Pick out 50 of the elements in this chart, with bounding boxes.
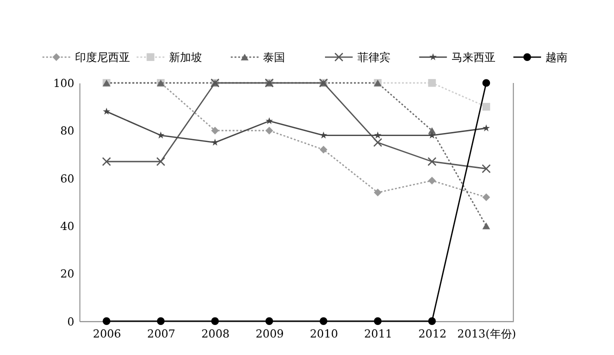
point	[374, 317, 382, 326]
y-tick-label: 100	[53, 77, 74, 90]
point	[482, 79, 490, 87]
y-tick-label: 40	[60, 220, 74, 234]
point	[374, 131, 382, 138]
point	[157, 131, 164, 138]
point	[265, 317, 274, 326]
point	[482, 164, 491, 174]
point	[156, 157, 166, 166]
y-tick-label: 80	[60, 124, 74, 138]
point	[102, 157, 111, 166]
point	[482, 124, 490, 132]
point	[320, 317, 328, 326]
y-tick-label: 0	[67, 315, 74, 328]
point	[211, 138, 219, 146]
x-tick-label: 2009	[256, 327, 284, 340]
point	[428, 157, 436, 166]
point	[428, 176, 436, 184]
point	[428, 79, 436, 87]
point	[482, 102, 490, 111]
point	[211, 126, 219, 134]
point	[102, 108, 110, 115]
legend-label: 马来西亚	[452, 50, 496, 64]
point	[211, 317, 219, 326]
point	[265, 126, 274, 134]
point	[482, 222, 490, 230]
point	[102, 317, 110, 326]
point	[428, 131, 436, 138]
x-tick-label: 2006	[92, 327, 122, 340]
point	[482, 193, 490, 202]
y-tick-label: 20	[60, 268, 74, 281]
point	[266, 117, 273, 124]
x-tick-label: 2012	[418, 327, 447, 340]
x-tick-label: 2010	[310, 327, 338, 340]
point	[156, 317, 165, 326]
legend-label: 菲律宾	[357, 50, 390, 64]
point	[428, 127, 436, 134]
x-tick-label: 2008	[201, 327, 230, 340]
x-tick-label: 2007	[147, 327, 176, 340]
legend-label: 印度尼西亚	[74, 50, 130, 64]
point	[320, 146, 328, 154]
point	[428, 317, 436, 326]
point	[373, 138, 382, 147]
y-tick-label: 60	[60, 172, 74, 186]
x-tick-label: 2013(年份)	[457, 327, 516, 340]
legend-label: 泰国	[263, 50, 286, 64]
point	[374, 188, 382, 196]
legend-label: 越南	[546, 50, 568, 64]
legend-label: 新加坡	[168, 50, 202, 64]
x-tick-label: 2011	[364, 327, 392, 340]
